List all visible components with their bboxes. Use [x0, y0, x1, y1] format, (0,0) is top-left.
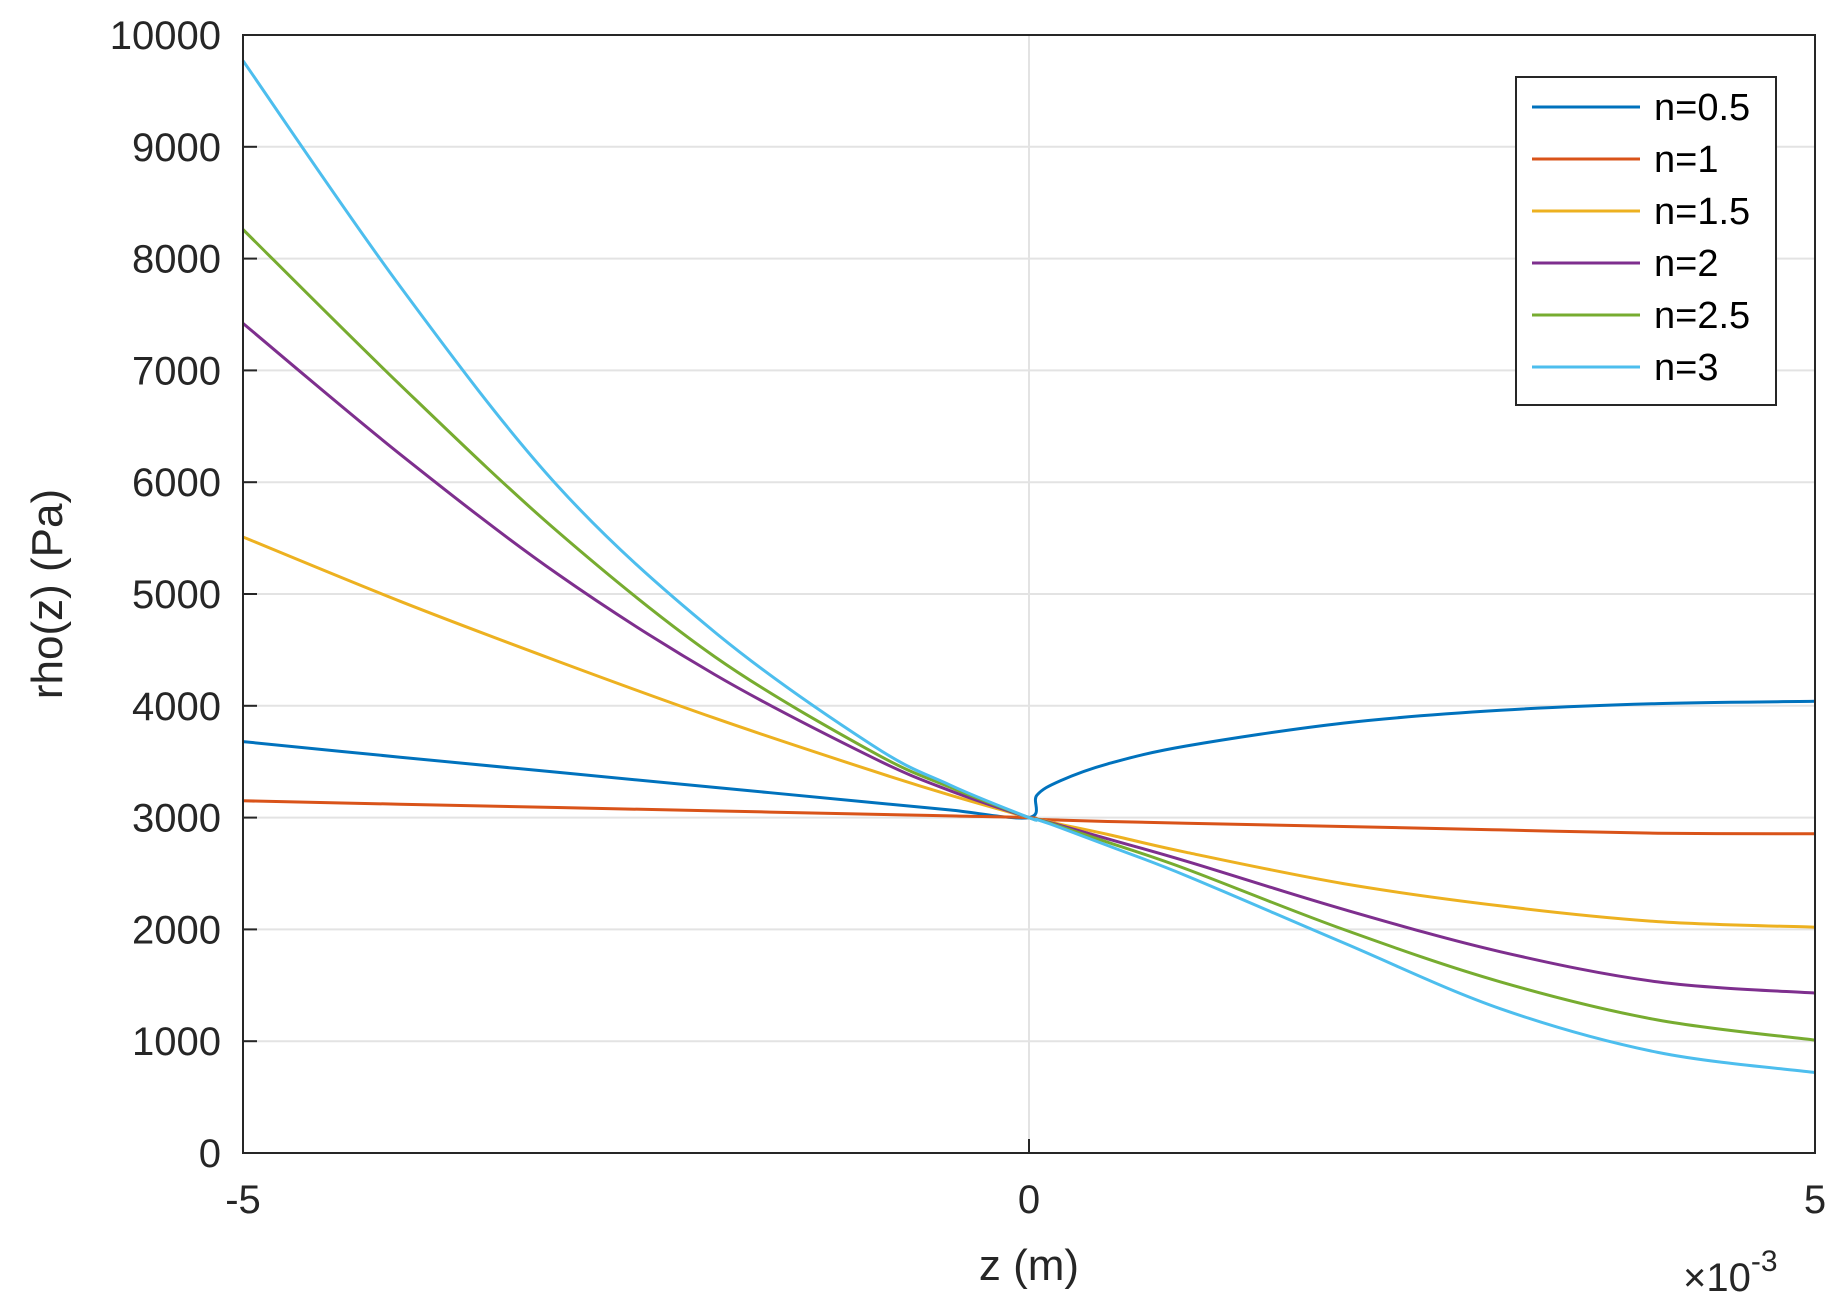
y-tick-label: 1000 — [132, 1020, 221, 1064]
y-tick-label: 9000 — [132, 126, 221, 170]
legend-label: n=1.5 — [1654, 191, 1750, 233]
x-exponent-label: ×10-3 — [1683, 1245, 1778, 1300]
legend-label: n=1 — [1654, 139, 1718, 181]
x-exponent-power: -3 — [1751, 1245, 1778, 1278]
series-line-0 — [242, 699, 1816, 820]
series-lines — [241, 59, 1816, 1074]
x-tick-label: 0 — [1018, 1178, 1040, 1222]
legend: n=0.5 n=1 n=1.5 n=2 n=2.5 n=3 — [1515, 76, 1777, 406]
x-tick-label: 5 — [1804, 1178, 1826, 1222]
legend-label: n=2 — [1654, 243, 1718, 285]
x-axis-label: z (m) — [979, 1241, 1079, 1290]
y-axis-label: rho(z) (Pa) — [23, 489, 72, 699]
y-tick-label: 8000 — [132, 238, 221, 282]
y-tick-label: 5000 — [132, 573, 221, 617]
series-line-5 — [241, 59, 1816, 1074]
y-tick-label: 3000 — [132, 797, 221, 841]
legend-label: n=0.5 — [1654, 87, 1750, 129]
y-tick-label: 7000 — [132, 349, 221, 393]
legend-label: n=3 — [1654, 347, 1718, 389]
x-axis: -5 0 5 — [225, 1139, 1826, 1222]
x-tick-label: -5 — [225, 1178, 261, 1222]
legend-box — [1515, 76, 1777, 406]
legend-label: n=2.5 — [1654, 295, 1750, 337]
y-tick-label: 2000 — [132, 908, 221, 952]
y-tick-label: 4000 — [132, 685, 221, 729]
y-axis: 0 1000 2000 3000 4000 5000 6000 7000 8000 9000 100… — [110, 14, 257, 1176]
y-tick-label: 10000 — [110, 14, 221, 58]
y-tick-label: 0 — [199, 1132, 221, 1176]
x-exponent-base: ×10 — [1683, 1256, 1751, 1300]
y-tick-label: 6000 — [132, 461, 221, 505]
